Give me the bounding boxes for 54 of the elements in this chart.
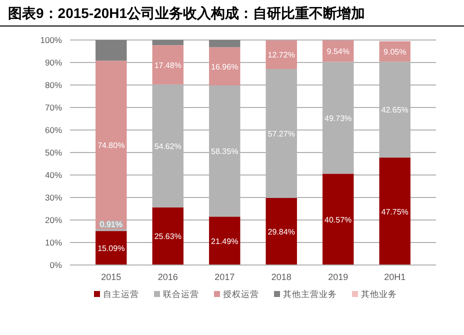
data-label: 40.57% [324,215,352,224]
bar [209,216,240,265]
y-tick-label: 40% [44,170,62,180]
y-tick-label: 90% [44,58,62,68]
y-tick-label: 10% [44,238,62,248]
legend-label: 其他业务 [361,289,397,299]
bar [209,47,240,86]
data-label: 9.05% [384,47,406,56]
y-tick-label: 100% [40,35,62,45]
data-label: 21.49% [211,236,238,246]
bar [152,207,184,265]
bar [152,45,184,84]
legend-label: 联合运营 [163,289,199,299]
x-tick-label: 20H1 [384,272,406,282]
bar [152,40,184,46]
data-label: 47.75% [381,207,408,216]
y-tick-label: 0% [50,260,62,270]
data-label: 58.35% [211,147,238,156]
data-label: 57.27% [268,129,295,138]
bar [379,158,410,265]
bar [96,60,127,229]
legend-label: 授权运营 [223,289,259,299]
data-label: 12.72% [268,50,295,60]
data-label: 15.09% [98,244,125,254]
data-label: 17.48% [154,60,182,70]
y-tick-label: 80% [44,80,62,90]
legend-label: 其他主营业务 [283,289,337,299]
data-label: 74.80% [98,140,125,150]
data-label: 42.65% [381,106,408,115]
data-label: 25.63% [154,232,182,242]
x-tick-label: 2019 [328,272,348,282]
data-label: 16.96% [211,62,238,72]
x-tick-label: 2017 [214,272,235,282]
data-label: 9.54% [326,47,350,56]
data-label: 29.84% [268,227,295,236]
x-tick-label: 2015 [101,272,122,282]
legend-label: 自主运营 [103,289,139,299]
data-label: 54.62% [154,142,182,151]
data-label: 49.73% [324,114,352,123]
bar [322,174,354,265]
y-tick-label: 30% [44,192,62,202]
bar [96,40,127,61]
y-tick-label: 20% [44,215,62,225]
bar [266,198,297,265]
bar [266,40,297,70]
y-tick-label: 50% [44,148,62,158]
chart-title: 图表9：2015-20H1公司业务收入构成：自研比重不断增加 [8,5,366,21]
data-label: 0.91% [100,220,122,229]
y-tick-label: 60% [44,125,62,135]
x-tick-label: 2018 [271,272,292,282]
bar [209,40,240,48]
y-tick-label: 70% [44,102,62,112]
x-tick-label: 2016 [158,272,178,282]
bar [96,231,127,265]
